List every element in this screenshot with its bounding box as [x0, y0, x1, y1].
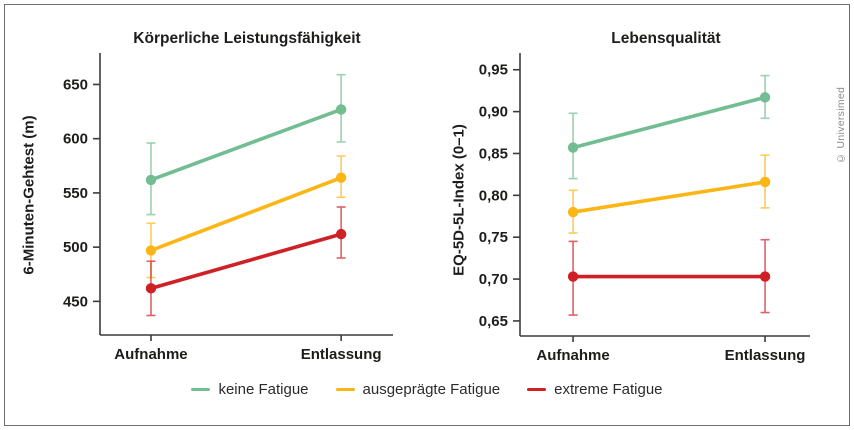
legend: keine Fatigue ausgeprägte Fatigue extrem…: [0, 381, 854, 398]
series-line: [149, 232, 343, 291]
series-line: [149, 107, 343, 182]
y-tick-label: 550: [63, 185, 88, 202]
legend-label-extreme-fatigue: extreme Fatigue: [554, 381, 663, 398]
legend-item-keine-fatigue: keine Fatigue: [191, 381, 309, 398]
x-tick-label: Aufnahme: [114, 346, 187, 363]
legend-label-ausgepraegte-fatigue: ausgeprägte Fatigue: [362, 381, 501, 398]
data-point-marker: [335, 104, 347, 115]
series-line: [571, 95, 767, 150]
data-point-marker: [567, 206, 579, 218]
data-point-marker: [335, 228, 347, 240]
legend-swatch-keine-fatigue: [191, 387, 211, 392]
chart-title-physical-performance: Körperliche Leistungsfähigkeit: [133, 30, 361, 47]
legend-item-ausgepraegte-fatigue: ausgeprägte Fatigue: [335, 381, 501, 398]
y-tick-label: 0,75: [479, 229, 508, 246]
data-point-marker: [335, 172, 347, 183]
data-point-marker: [759, 176, 771, 188]
copyright-credit: © Universimed: [835, 86, 847, 164]
y-tick-label: 0,70: [479, 271, 508, 288]
y-tick-label: 450: [63, 293, 88, 310]
data-point-marker: [567, 271, 579, 282]
chart-physical-performance: 450 500 550 600 650 Aufnahme Entlassung: [63, 53, 393, 363]
series-line: [149, 175, 343, 253]
chart-title-quality-of-life: Lebensqualität: [611, 30, 721, 47]
data-point-marker: [759, 92, 771, 103]
y-axis-label-eq5d: EQ-5D-5L-Index (0–1): [450, 124, 468, 276]
y-axis-label-walk-test: 6-Minuten-Gehtest (m): [20, 115, 38, 275]
legend-swatch-ausgepraegte-fatigue: [335, 387, 355, 392]
y-tick-label: 0,65: [479, 313, 508, 330]
y-tick-label: 0,95: [479, 62, 508, 79]
legend-label-keine-fatigue: keine Fatigue: [218, 381, 309, 398]
legend-swatch-extreme-fatigue: [527, 387, 547, 392]
x-tick-label: Entlassung: [301, 346, 382, 363]
data-point-marker: [145, 245, 157, 256]
series-line: [571, 180, 767, 214]
y-tick-label: 0,80: [479, 187, 508, 204]
x-tick-label: Aufnahme: [536, 347, 609, 364]
y-tick-label: 500: [63, 239, 88, 256]
y-tick-label: 0,85: [479, 145, 508, 162]
chart-quality-of-life: 0,65 0,70 0,75 0,80 0,85 0,90 0,95 Aufnahme Entl…: [479, 53, 810, 364]
y-tick-label: 650: [63, 76, 88, 93]
x-tick-label: Entlassung: [725, 347, 806, 364]
data-point-marker: [145, 283, 157, 294]
y-tick-label: 600: [63, 131, 88, 148]
data-point-marker: [759, 271, 771, 282]
legend-item-extreme-fatigue: extreme Fatigue: [527, 381, 663, 398]
data-point-marker: [567, 142, 579, 153]
data-point-marker: [145, 174, 157, 186]
y-tick-label: 0,90: [479, 104, 508, 121]
